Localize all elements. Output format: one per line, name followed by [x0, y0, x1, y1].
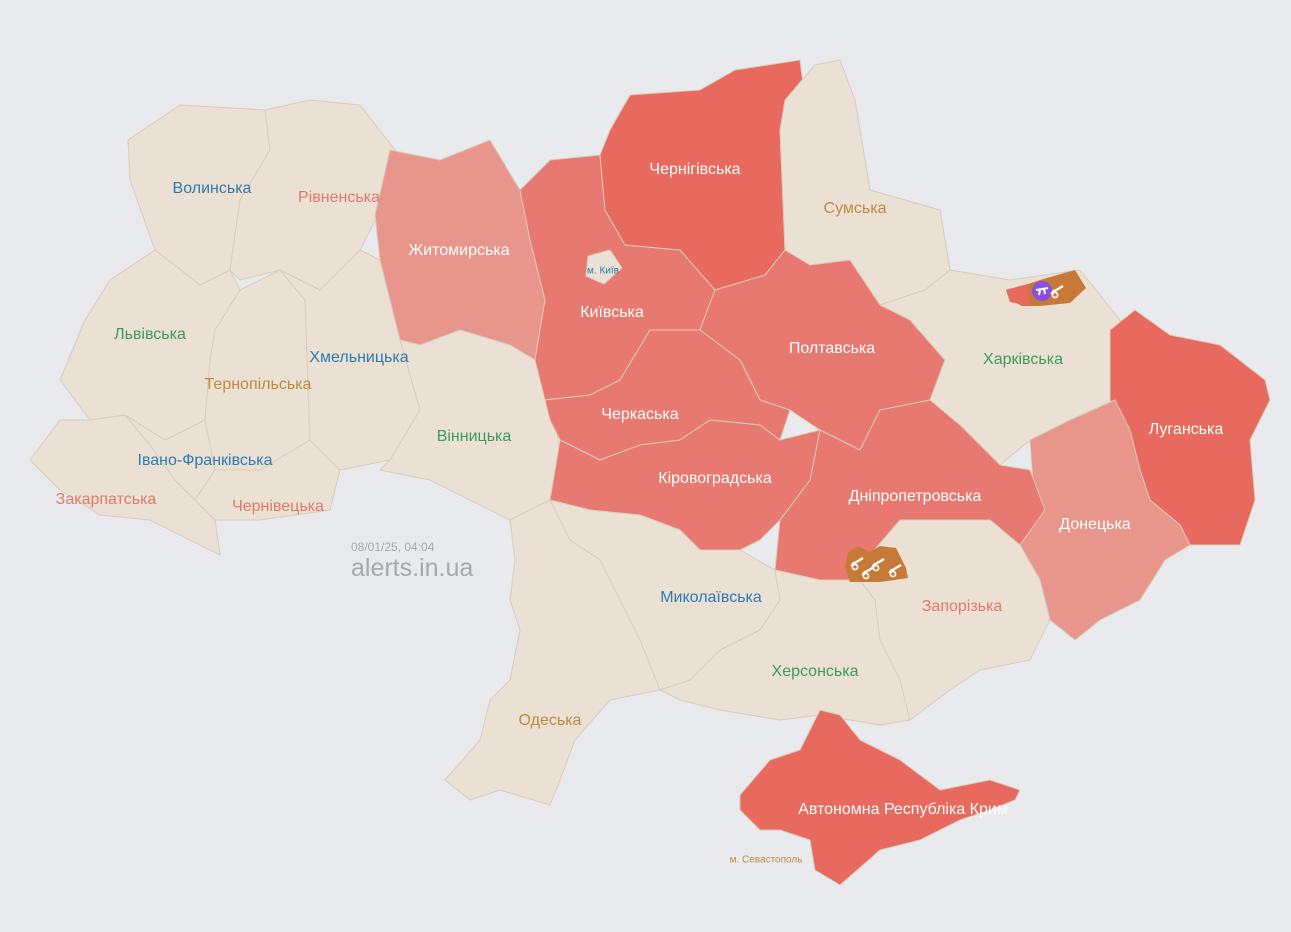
region-label-sevastopol: м. Севастополь	[730, 855, 803, 866]
artillery-icon[interactable]	[1050, 285, 1064, 299]
region-crimea[interactable]	[739, 709, 1021, 886]
region-chernivtsi[interactable]	[194, 439, 341, 521]
map-stamp: 08/01/25, 04:04 alerts.in.ua	[351, 540, 473, 583]
threat-markers	[850, 281, 1064, 580]
kharkiv-border-alert-area[interactable]	[1006, 284, 1030, 306]
region-zaporizhzhia[interactable]	[859, 519, 1051, 721]
drone-icon[interactable]	[1032, 281, 1052, 301]
artillery-icon[interactable]	[850, 557, 864, 571]
artillery-icon[interactable]	[871, 558, 885, 572]
regions	[29, 59, 1271, 886]
artillery-icon[interactable]	[888, 564, 902, 578]
region-odesa[interactable]	[444, 499, 661, 806]
brand-watermark: alerts.in.ua	[351, 554, 474, 582]
region-kyiv_city[interactable]	[585, 249, 623, 285]
region-zhytomyr[interactable]	[374, 139, 546, 361]
artillery-icon[interactable]	[861, 566, 875, 580]
timestamp: 08/01/25, 04:04	[351, 540, 435, 554]
